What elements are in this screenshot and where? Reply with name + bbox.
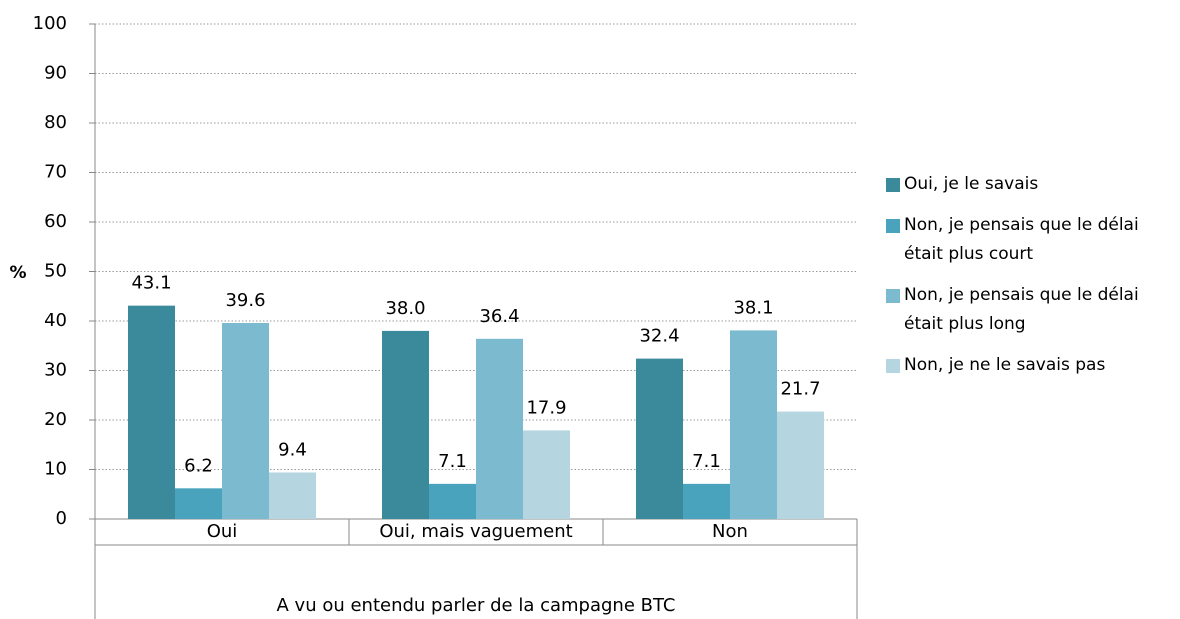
legend-swatch [886, 219, 900, 233]
legend-label: Oui, je le savais [904, 174, 1039, 194]
legend-swatch [886, 289, 900, 303]
legend-swatch [886, 178, 900, 192]
bar [222, 322, 269, 519]
legend: Oui, je le savais Non, je pensais que le … [886, 170, 1176, 392]
bar [429, 483, 476, 519]
bar [175, 488, 222, 519]
data-label: 7.1 [438, 451, 467, 472]
bar [730, 330, 777, 519]
legend-label: Non, je pensais que le délai était plus … [904, 215, 1139, 264]
x-group-label: A vu ou entendu parler de la campagne BT… [277, 595, 676, 616]
bar [269, 472, 316, 519]
legend-item: Non, je ne le savais pas [886, 351, 1176, 380]
legend-item: Non, je pensais que le délai était plus … [886, 281, 1176, 339]
y-tick-label: 80 [44, 112, 67, 133]
y-tick-label: 70 [44, 162, 67, 183]
data-label: 38.1 [733, 297, 773, 318]
legend-label: Non, je pensais que le délai était plus … [904, 285, 1139, 334]
legend-label: Non, je ne le savais pas [904, 355, 1106, 375]
bar [636, 358, 683, 519]
data-label: 9.4 [278, 439, 307, 460]
y-tick-label: 100 [33, 13, 67, 34]
y-tick-label: 50 [44, 261, 67, 282]
bar [382, 330, 429, 519]
data-label: 39.6 [225, 290, 265, 311]
x-tick-label: Oui, mais vaguement [379, 521, 572, 542]
y-tick-label: 10 [44, 459, 67, 480]
x-tick-label: Non [712, 521, 748, 542]
y-tick-label: 60 [44, 211, 67, 232]
y-tick-label: 90 [44, 63, 67, 84]
y-tick-label: 0 [56, 508, 67, 529]
data-label: 7.1 [692, 451, 721, 472]
legend-swatch [886, 359, 900, 373]
data-label: 6.2 [184, 455, 213, 476]
y-tick-label: 20 [44, 409, 67, 430]
y-axis-label: % [9, 263, 26, 283]
bar [476, 338, 523, 519]
legend-item: Oui, je le savais [886, 170, 1176, 199]
bar [523, 430, 570, 519]
legend-item: Non, je pensais que le délai était plus … [886, 211, 1176, 269]
data-label: 17.9 [526, 397, 566, 418]
data-label: 38.0 [385, 298, 425, 319]
data-label: 36.4 [479, 306, 519, 327]
bar [683, 483, 730, 519]
x-tick-label: Oui [207, 521, 238, 542]
bar [128, 305, 175, 519]
y-tick-label: 40 [44, 310, 67, 331]
data-label: 32.4 [639, 326, 679, 347]
data-label: 21.7 [780, 379, 820, 400]
data-label: 43.1 [131, 273, 171, 294]
y-tick-label: 30 [44, 360, 67, 381]
bar [777, 411, 824, 519]
